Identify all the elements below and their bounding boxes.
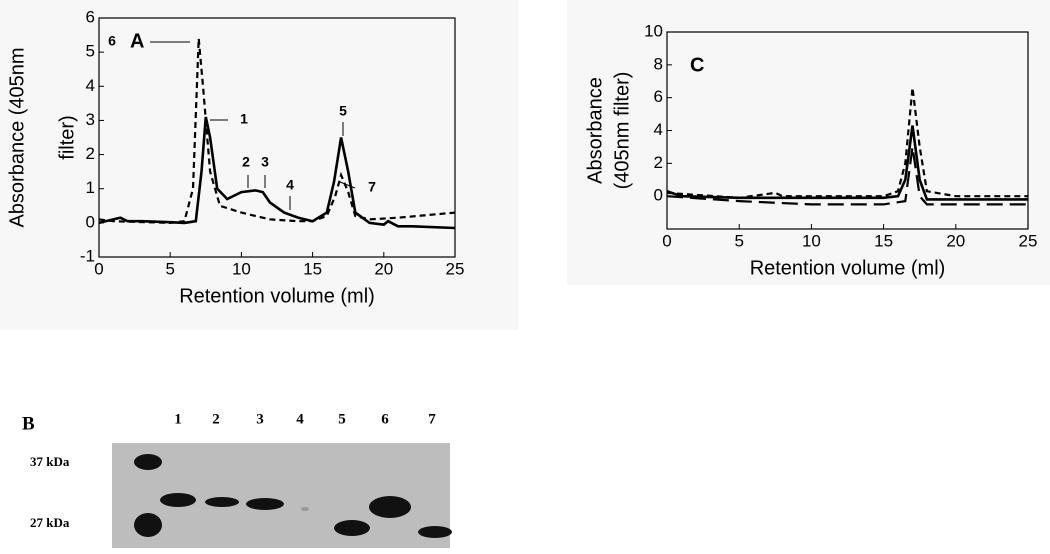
x-tick-label: 0	[662, 231, 671, 250]
y-axis-label: filter)	[56, 115, 78, 159]
line-series	[98, 38, 456, 225]
x-tick-label: 10	[232, 259, 251, 278]
annotation: 1	[240, 111, 248, 127]
y-tick-label: 5	[86, 42, 95, 61]
line-series	[666, 87, 1028, 199]
annotation: 2	[242, 154, 250, 170]
marker-label: 27 kDa	[30, 515, 70, 530]
y-tick-label: 8	[654, 54, 663, 73]
annotation: 6	[108, 33, 116, 49]
y-tick-label: 10	[644, 21, 663, 40]
lane-label: 7	[428, 411, 436, 427]
lane-label: 4	[296, 411, 304, 427]
x-tick-label: 20	[374, 259, 393, 278]
x-tick-label: 5	[165, 259, 174, 278]
lane-label: 6	[381, 411, 389, 427]
y-axis-label: Absorbance (405nm	[6, 47, 28, 227]
x-tick-label: 25	[1019, 231, 1038, 250]
x-tick-label: 25	[446, 259, 465, 278]
x-tick-label: 0	[94, 259, 103, 278]
x-tick-label: 15	[874, 231, 893, 250]
lane-label: 3	[256, 411, 264, 427]
annotation: 7	[368, 179, 376, 195]
y-tick-label: 1	[86, 178, 95, 197]
y-tick-label: 2	[86, 144, 95, 163]
annotation: 3	[261, 154, 269, 170]
panel-c-background	[567, 0, 1050, 285]
gel-bands	[134, 454, 452, 538]
y-tick-label: -1	[80, 246, 95, 265]
y-tick-label: 2	[654, 153, 663, 172]
y-axis-label: Absorbance	[584, 77, 606, 184]
x-tick-label: 10	[802, 231, 821, 250]
y-tick-label: 6	[86, 7, 95, 26]
x-axis-label: Retention volume (ml)	[750, 257, 946, 279]
y-tick-label: 3	[86, 110, 95, 129]
lane-label: 1	[174, 411, 182, 427]
y-axis-label: (405nm filter)	[611, 72, 633, 190]
y-tick-label: 4	[86, 76, 95, 95]
panel-label: A	[130, 30, 144, 52]
lane-label: 2	[212, 411, 220, 427]
panel-a-background	[0, 0, 518, 330]
gel-image	[112, 443, 450, 548]
marker-label: 37 kDa	[30, 454, 70, 469]
y-tick-label: 6	[654, 87, 663, 106]
x-axis-label: Retention volume (ml)	[179, 285, 375, 307]
x-tick-label: 15	[303, 259, 322, 278]
annotation-arrow	[339, 181, 356, 189]
plot-frame	[98, 17, 456, 258]
annotation: 5	[339, 103, 347, 119]
x-tick-label: 20	[946, 231, 965, 250]
y-tick-label: 0	[654, 186, 663, 205]
annotation: 4	[286, 177, 294, 193]
y-tick-label: 4	[654, 120, 663, 139]
y-tick-label: 0	[86, 212, 95, 231]
panel-label: C	[690, 54, 704, 76]
x-tick-label: 5	[734, 231, 743, 250]
lane-label: 5	[338, 411, 346, 427]
panel-label: B	[22, 413, 35, 434]
line-series	[666, 146, 1028, 206]
